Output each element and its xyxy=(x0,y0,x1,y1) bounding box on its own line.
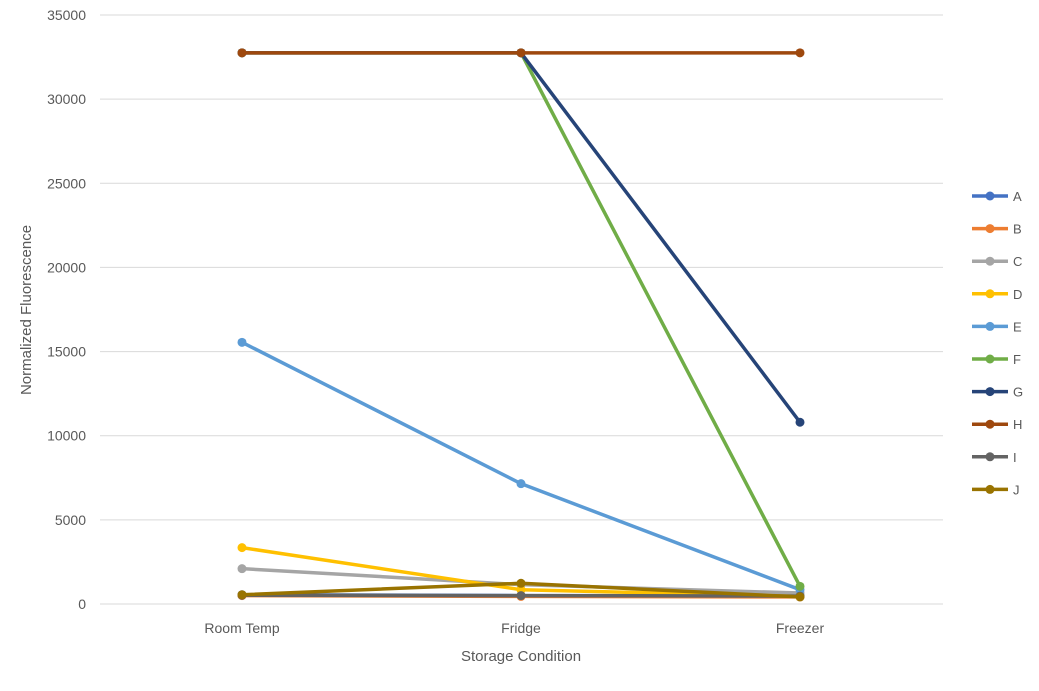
legend-swatch-marker xyxy=(985,224,995,234)
legend-swatch-marker xyxy=(985,191,995,201)
series-f xyxy=(237,48,805,591)
legend-label: D xyxy=(1013,287,1022,302)
data-point xyxy=(237,590,247,600)
legend-item: G xyxy=(972,385,1023,400)
series-line xyxy=(240,51,802,589)
legend-item: B xyxy=(972,222,1022,237)
y-tick-label: 30000 xyxy=(47,91,86,107)
data-point xyxy=(795,48,805,58)
legend-item: I xyxy=(972,450,1017,465)
legend-label: F xyxy=(1013,352,1021,367)
y-tick-label: 0 xyxy=(78,596,86,612)
data-point xyxy=(237,543,247,553)
legend-label: G xyxy=(1013,385,1023,400)
legend-label: J xyxy=(1013,482,1020,497)
legend-swatch-marker xyxy=(985,452,995,462)
data-point xyxy=(795,417,805,427)
legend-item: C xyxy=(972,254,1022,269)
series-g xyxy=(237,48,805,427)
y-axis-title: Normalized Fluorescence xyxy=(18,225,35,395)
legend-label: A xyxy=(1013,189,1022,204)
legend-swatch-marker xyxy=(985,484,995,494)
x-axis-ticks: Room Temp Fridge Freezer xyxy=(204,620,824,636)
legend-swatch-marker xyxy=(985,256,995,266)
x-tick-label: Room Temp xyxy=(204,620,279,636)
x-tick-label: Freezer xyxy=(776,620,825,636)
data-point xyxy=(516,591,526,601)
series-line xyxy=(240,51,802,425)
series-lines xyxy=(237,48,805,602)
x-tick-label: Fridge xyxy=(501,620,541,636)
series-line xyxy=(240,340,802,592)
legend-label: H xyxy=(1013,417,1022,432)
data-point xyxy=(237,48,247,58)
legend-swatch-marker xyxy=(985,419,995,429)
data-point xyxy=(516,479,526,489)
y-tick-label: 35000 xyxy=(47,7,86,23)
data-point xyxy=(237,337,247,347)
legend-label: B xyxy=(1013,222,1022,237)
y-tick-label: 10000 xyxy=(47,428,86,444)
legend-item: D xyxy=(972,287,1022,302)
legend-item: A xyxy=(972,189,1022,204)
y-tick-label: 25000 xyxy=(47,175,86,191)
legend-item: J xyxy=(972,482,1020,497)
data-point xyxy=(516,578,526,588)
legend-swatch-marker xyxy=(985,321,995,331)
data-point xyxy=(795,592,805,602)
legend-item: F xyxy=(972,352,1021,367)
legend-label: C xyxy=(1013,254,1022,269)
y-axis-ticks: 0 5000 10000 15000 20000 25000 30000 35000 xyxy=(47,7,86,612)
legend-swatch-marker xyxy=(985,387,995,397)
gridlines xyxy=(100,14,943,605)
legend-swatch-marker xyxy=(985,289,995,299)
y-tick-label: 20000 xyxy=(47,259,86,275)
legend-label: I xyxy=(1013,450,1017,465)
series-e xyxy=(237,337,805,595)
y-tick-label: 15000 xyxy=(47,344,86,360)
legend-label: E xyxy=(1013,319,1022,334)
legend-swatch-marker xyxy=(985,354,995,364)
data-point xyxy=(795,581,805,591)
legend-item: E xyxy=(972,319,1022,334)
data-point xyxy=(516,48,526,58)
legend-item: H xyxy=(972,417,1022,432)
y-tick-label: 5000 xyxy=(55,512,86,528)
legend: A B C D E F G H I J xyxy=(972,189,1023,497)
series-j xyxy=(237,578,805,602)
series-h xyxy=(237,48,805,58)
data-point xyxy=(237,564,247,574)
x-axis-title: Storage Condition xyxy=(461,648,581,665)
